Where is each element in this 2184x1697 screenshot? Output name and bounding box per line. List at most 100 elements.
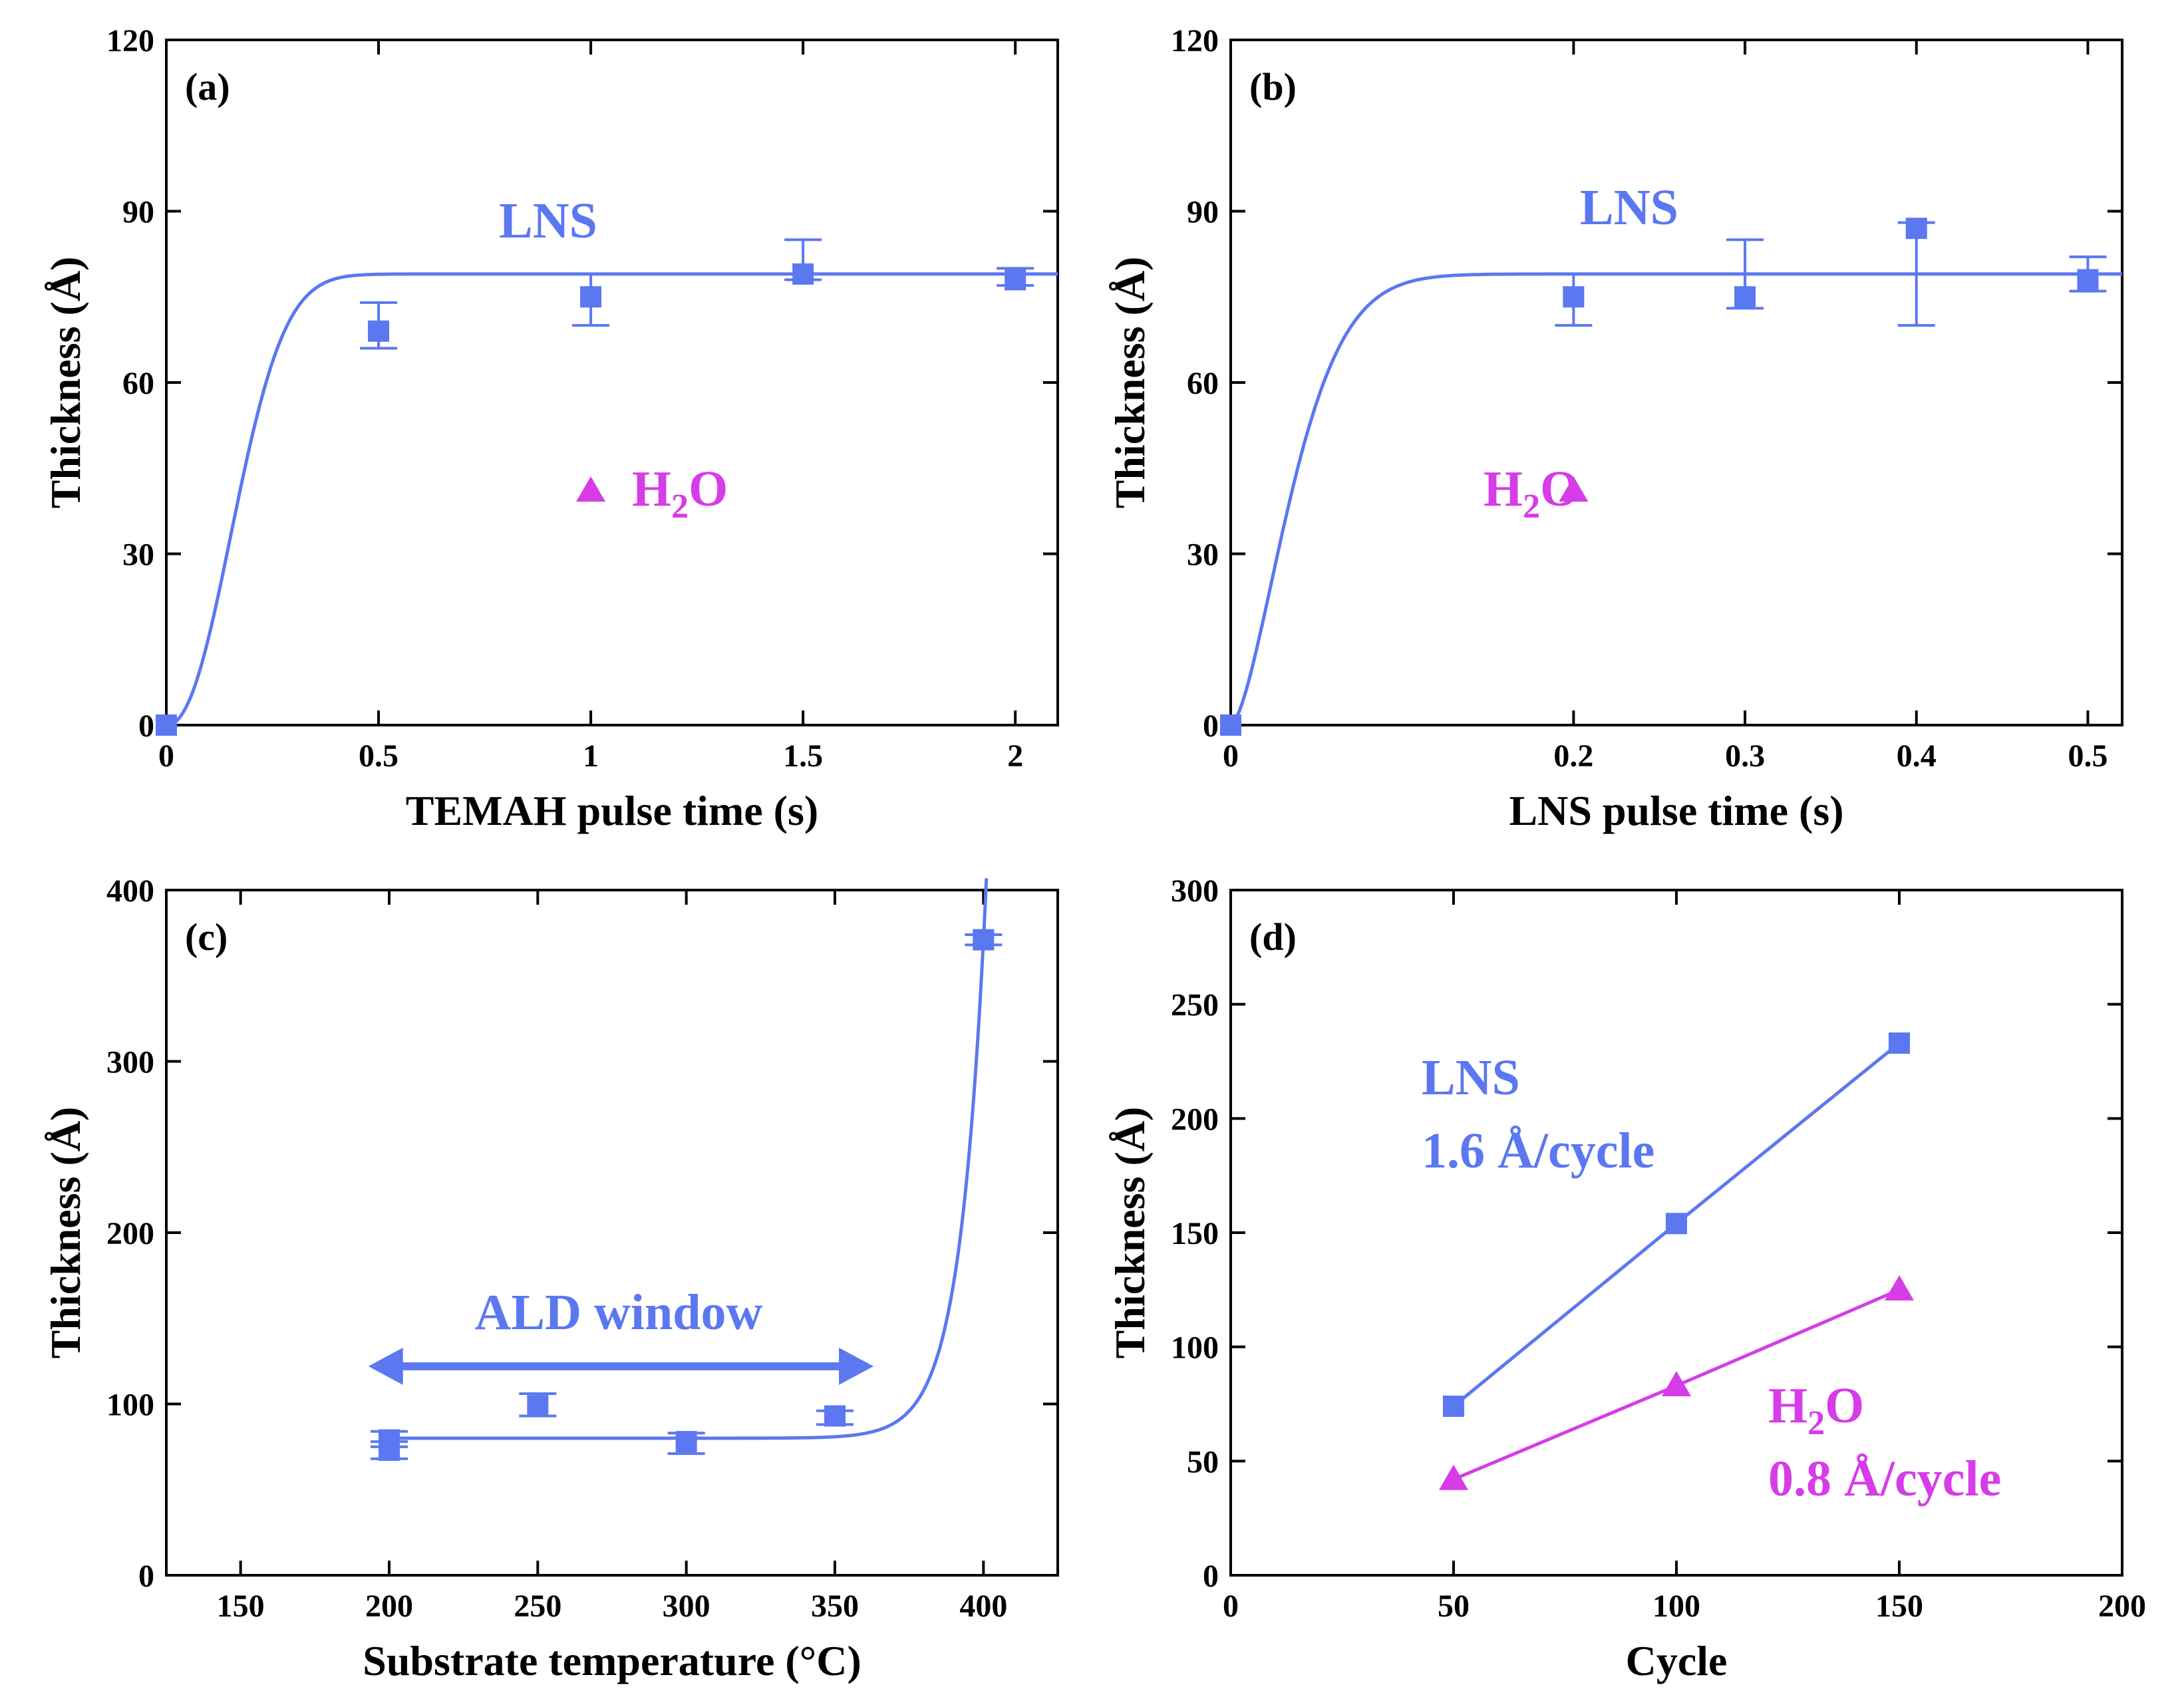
y-tick-label: 300 [106,1045,154,1080]
fit-curve [387,878,989,1440]
y-axis-title: Thickness (Å) [1106,257,1154,509]
annotation-0-8-cycle: 0.8 Å/cycle [1768,1451,2001,1507]
data-point-lns [792,263,814,285]
x-axis-title: Cycle [1626,1637,1728,1684]
x-tick-label: 0.4 [1897,738,1937,774]
data-point-lns [156,714,177,736]
panel-label: (b) [1249,65,1297,108]
x-axis-title: Substrate temperature (°C) [363,1637,861,1684]
y-tick-label: 30 [1187,538,1219,573]
plot-frame [1229,39,2123,726]
annotation-text: 1.6 Å/cycle [1422,1123,1654,1179]
y-tick-label: 250 [1171,988,1219,1023]
y-tick-label: 30 [122,538,154,573]
y-tick-label: 90 [122,195,154,230]
annotation-h2o: H2O [632,461,728,526]
annotation-text: H [1768,1378,1807,1434]
panel-d: 0 50 100 150 200 0 50 100 150 200 250 300 Cycle Thick… [1106,873,2146,1684]
annotation-subscript: 2 [1807,1404,1825,1442]
annotation-text: ALD window [475,1285,763,1340]
annotation-text-after: O [1540,461,1579,517]
y-tick-label: 60 [122,366,154,401]
y-tick-label: 200 [1171,1102,1219,1137]
annotation-lns: LNS [499,193,597,249]
x-tick-label: 300 [663,1589,710,1624]
x-tick-label: 2 [1007,738,1023,774]
data-point-lns [1889,1032,1910,1054]
x-tick-label: 400 [959,1589,1007,1624]
x-tick-label: 0 [1223,1589,1239,1624]
annotation-h2o: H2O [1483,461,1579,526]
y-tick-label: 90 [1187,195,1219,230]
x-tick-label: 150 [217,1589,265,1624]
data-point-lns [1005,269,1026,291]
y-tick-label: 0 [1203,1559,1219,1594]
x-tick-label: 200 [2098,1589,2146,1624]
data-point-lns [379,1429,400,1451]
x-tick-label: 0.5 [359,738,398,774]
x-axis-title: TEMAH pulse time (s) [406,787,818,834]
x-tick-label: 150 [1875,1589,1923,1624]
data-point-lns [973,929,995,951]
data-point-lns [824,1405,846,1427]
y-tick-label: 60 [1187,366,1219,401]
y-tick-label: 0 [138,708,154,744]
x-tick-label: 0 [158,738,174,774]
y-tick-label: 100 [1171,1330,1219,1366]
annotation-ald-window: ALD window [475,1285,763,1340]
panel-b: 0 0.2 0.3 0.4 0.5 0 30 60 90 120 LNS pulse time (s… [1106,23,2123,834]
data-point-lns [1443,1395,1464,1417]
y-tick-label: 300 [1171,873,1219,909]
annotation-text-after: O [689,461,728,517]
y-tick-label: 50 [1187,1444,1219,1479]
y-tick-label: 400 [106,873,154,909]
annotation-text: LNS [1580,180,1678,235]
x-tick-label: 250 [514,1589,561,1624]
data-point-lns [675,1431,697,1453]
data-point-h2o [1559,476,1589,502]
fit-curve [1229,272,2122,726]
ald-window-arrow-head-left [368,1347,403,1385]
annotation-subscript: 2 [671,488,689,526]
y-axis-title: Thickness (Å) [42,1107,89,1359]
x-tick-label: 0 [1223,738,1239,774]
y-axis-title: Thickness (Å) [42,257,89,509]
annotation-text: LNS [499,193,597,249]
annotation-lns: LNS [1580,180,1678,235]
panel-a: 0 0.5 1 1.5 2 0 30 60 90 120 TEMAH pulse time (s) T… [42,23,1059,834]
annotation-text: H [632,461,671,517]
fit-curve [166,272,1058,727]
data-point-lns [580,286,602,308]
data-point-h2o [1662,1371,1691,1397]
plot-frame [165,39,1059,726]
panel-label: (a) [185,65,230,108]
plot-frame [165,889,1059,1577]
x-tick-label: 0.5 [2068,738,2107,774]
data-point-h2o [576,476,606,502]
annotation-text: 0.8 Å/cycle [1768,1451,2001,1507]
annotation-lns: LNS [1422,1050,1520,1106]
x-tick-label: 350 [811,1589,859,1624]
data-point-lns [1905,218,1927,239]
annotation-1-6-cycle: 1.6 Å/cycle [1422,1123,1654,1179]
y-tick-label: 100 [106,1388,154,1423]
x-tick-label: 0.3 [1725,738,1765,774]
x-tick-label: 100 [1652,1589,1700,1624]
annotation-text: LNS [1422,1050,1520,1106]
data-point-lns [2077,269,2099,291]
y-tick-label: 200 [106,1216,154,1251]
x-axis-title: LNS pulse time (s) [1509,787,1843,834]
annotation-text: H [1483,461,1523,517]
ald-window-arrow-head-right [839,1347,874,1385]
y-tick-label: 150 [1171,1216,1219,1251]
panel-label: (d) [1249,915,1297,959]
annotation-subscript: 2 [1523,488,1540,526]
x-tick-label: 50 [1438,1589,1470,1624]
y-tick-label: 120 [106,23,154,59]
x-tick-label: 1.5 [783,738,823,774]
data-point-lns [1734,286,1756,308]
data-point-lns [368,320,390,342]
data-point-h2o [1885,1275,1914,1301]
panel-c: 150 200 250 300 350 400 0 100 200 300 400 Substrate… [42,873,1059,1684]
